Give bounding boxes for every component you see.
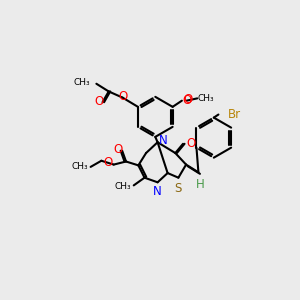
Text: O: O (119, 90, 128, 103)
Text: O: O (94, 95, 103, 108)
Text: CH₃: CH₃ (74, 78, 90, 87)
Text: CH₃: CH₃ (197, 94, 214, 103)
Text: N: N (159, 134, 168, 147)
Text: S: S (174, 182, 181, 194)
Text: O: O (104, 156, 113, 169)
Text: O: O (183, 94, 192, 107)
Text: CH₃: CH₃ (72, 162, 88, 171)
Text: CH₃: CH₃ (115, 182, 131, 191)
Text: O: O (114, 143, 123, 157)
Text: O: O (183, 93, 193, 106)
Text: O: O (186, 136, 195, 149)
Text: N: N (153, 185, 162, 198)
Text: H: H (196, 178, 205, 191)
Text: Br: Br (228, 108, 241, 121)
